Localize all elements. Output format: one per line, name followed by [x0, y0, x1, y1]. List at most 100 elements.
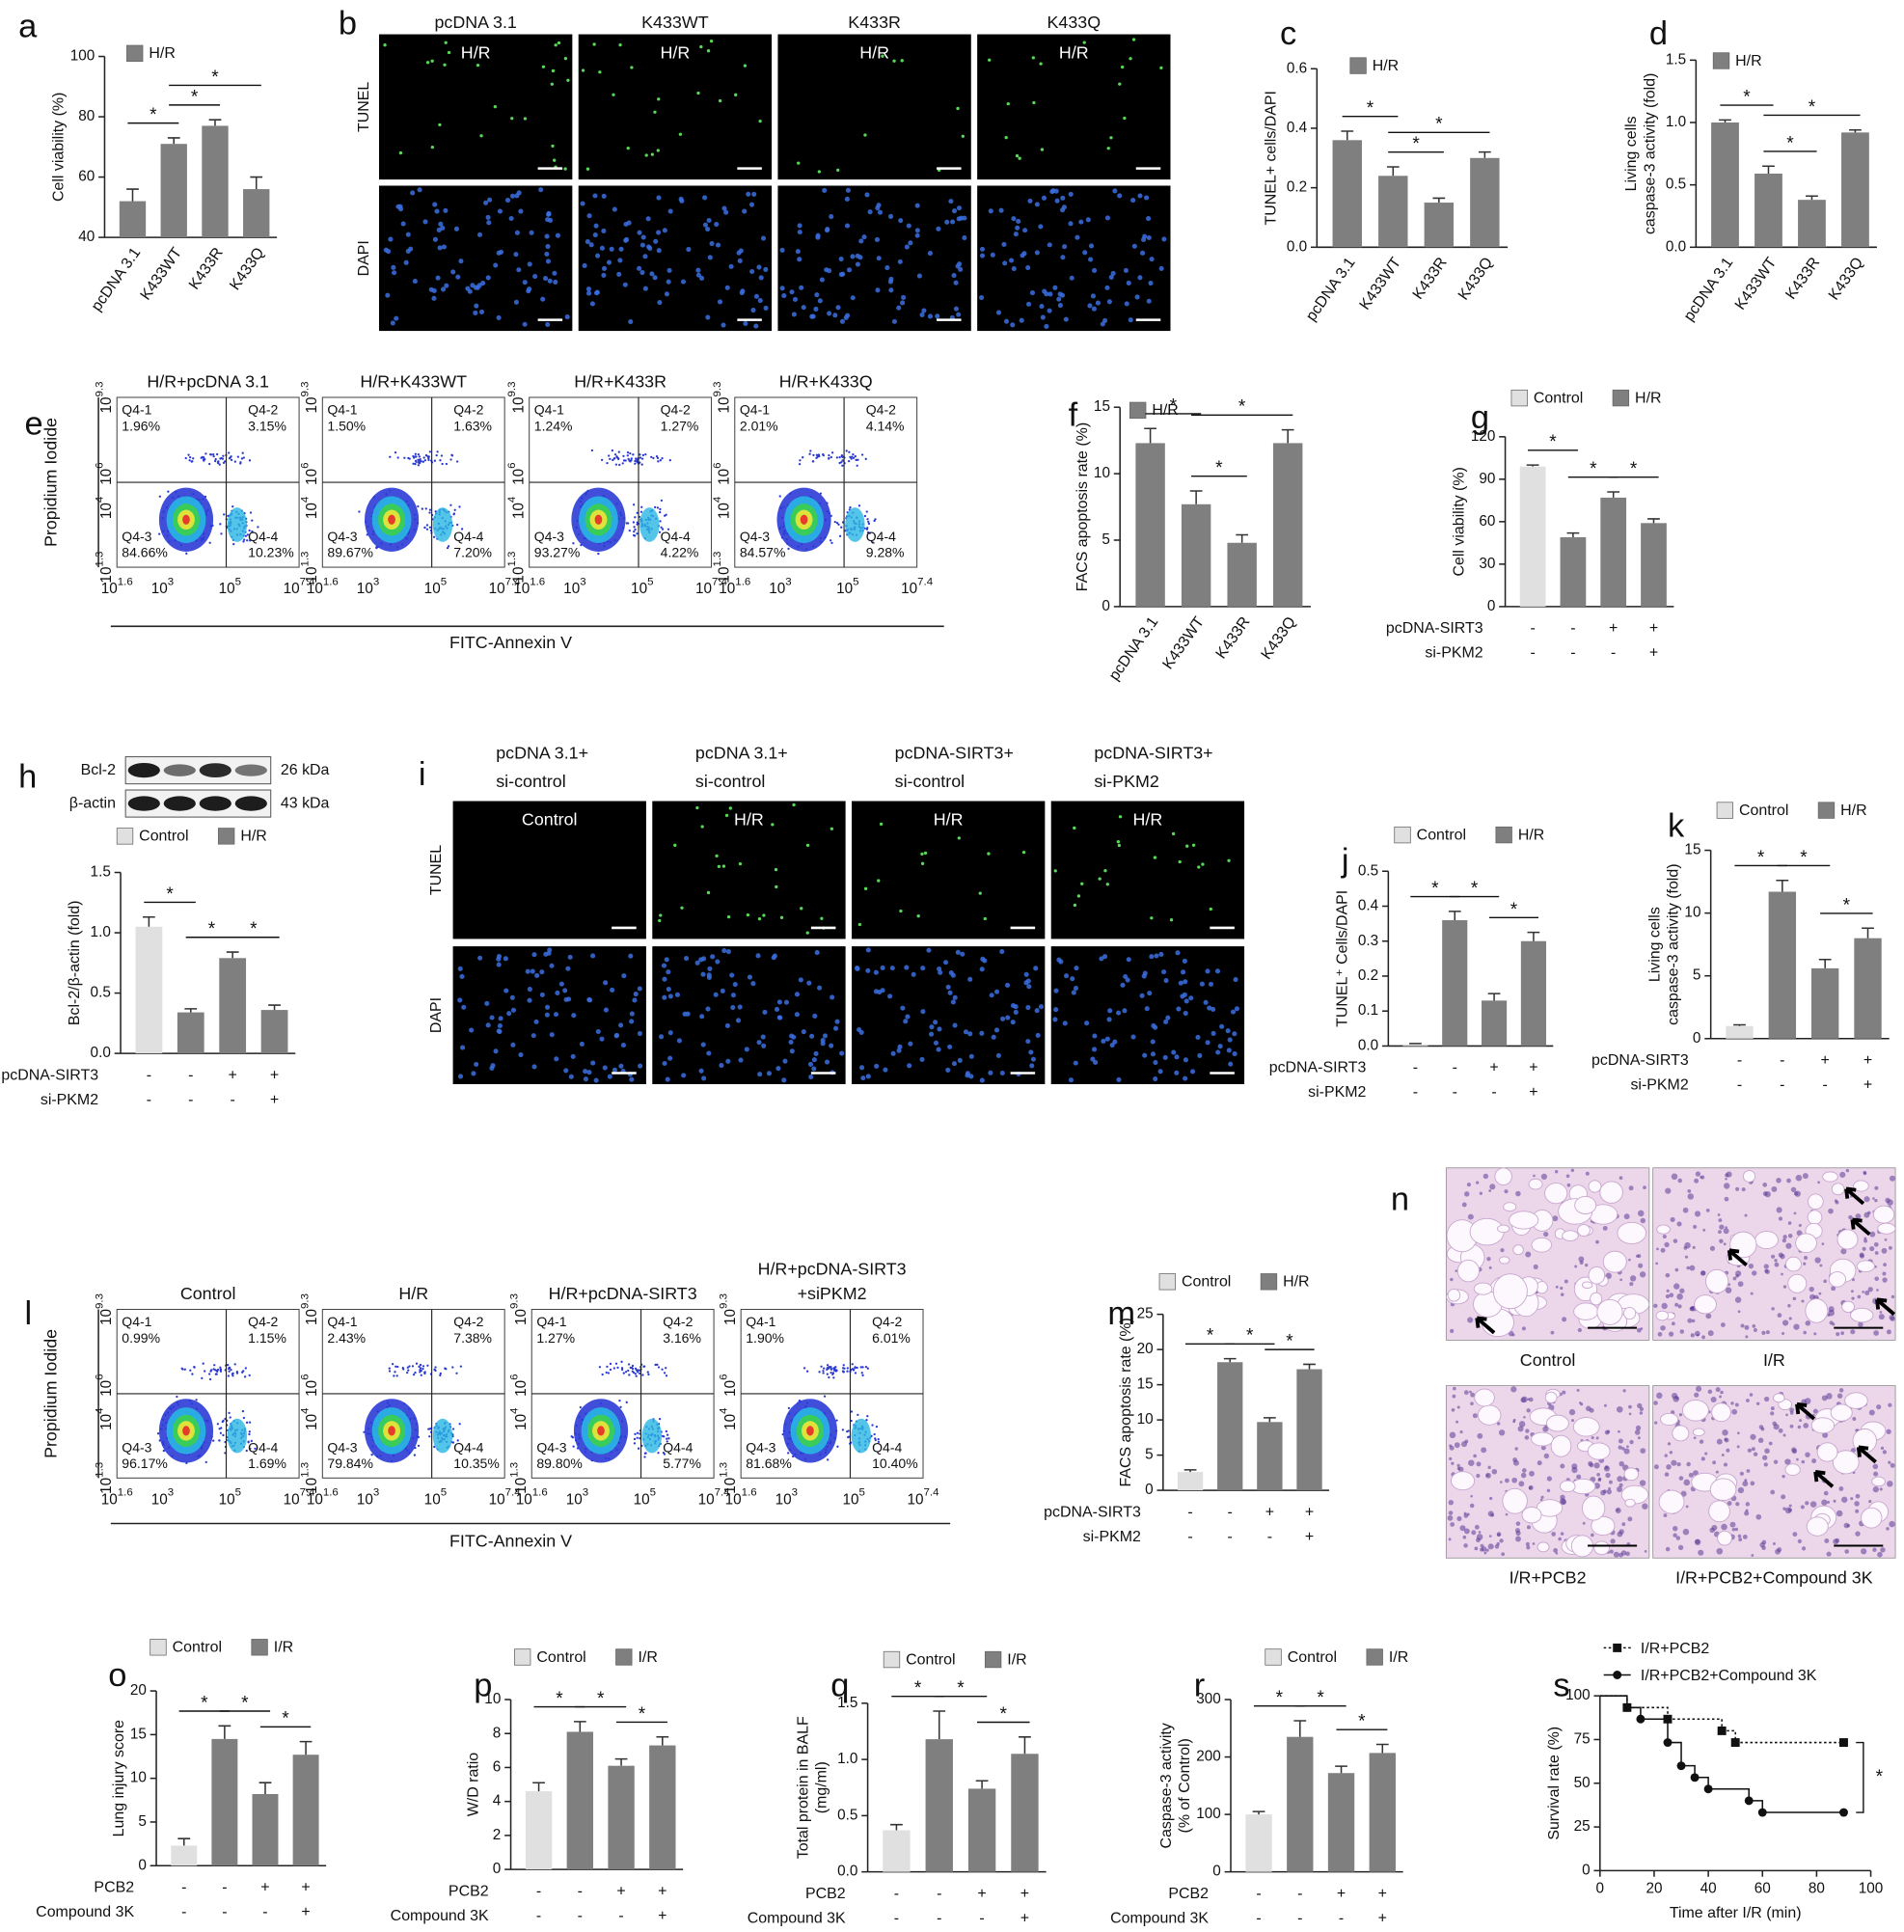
- condition-name: si-PKM2: [41, 1092, 98, 1108]
- stain-dot: [865, 1074, 871, 1079]
- nucleus: [1859, 1252, 1864, 1258]
- event-dot: [418, 461, 422, 465]
- event-dot: [787, 1452, 790, 1455]
- stain-dot: [592, 42, 596, 46]
- event-dot: [850, 457, 853, 460]
- stain-dot: [664, 291, 670, 297]
- event-dot: [625, 522, 629, 525]
- legend-swatch: [251, 1639, 268, 1656]
- nucleus: [1523, 1415, 1526, 1419]
- nucleus: [1623, 1213, 1630, 1220]
- alveolus: [1588, 1180, 1602, 1193]
- stain-dot: [440, 286, 447, 292]
- event-dot: [851, 1368, 855, 1371]
- x-axis-label: FITC-Annexin V: [449, 1531, 572, 1550]
- nucleus: [1577, 1327, 1582, 1333]
- alveolus: [1574, 1195, 1597, 1214]
- nucleus: [1669, 1293, 1674, 1298]
- stain-dot: [658, 918, 662, 923]
- nucleus: [1770, 1489, 1776, 1495]
- nucleus: [1560, 1494, 1565, 1500]
- stain-dot: [950, 219, 956, 225]
- condition-sign: -: [222, 1879, 227, 1895]
- stain-dot: [432, 202, 438, 207]
- stain-dot: [875, 205, 881, 211]
- event-dot: [425, 528, 429, 531]
- event-dot: [852, 452, 855, 456]
- event-dot: [228, 1411, 231, 1415]
- condition-name: PCB2: [449, 1883, 489, 1899]
- stain-dot: [1130, 198, 1136, 204]
- alveolus: [1473, 1282, 1493, 1295]
- stain-dot: [1158, 265, 1164, 271]
- error-bar: [1144, 427, 1156, 444]
- event-dot: [866, 1367, 869, 1370]
- event-dot: [216, 1370, 219, 1374]
- quadrant-value: 96.17%: [122, 1456, 168, 1471]
- tick-exp: 9.3: [299, 381, 311, 396]
- stain-dot: [1109, 136, 1113, 140]
- stain-dot: [1063, 316, 1069, 322]
- event-dot: [388, 1367, 391, 1370]
- nucleus: [1479, 1191, 1483, 1195]
- stain-dot: [1049, 189, 1055, 195]
- stain-dot: [640, 234, 646, 240]
- stain-dot: [919, 312, 925, 317]
- event-dot: [620, 1360, 623, 1363]
- stain-dot: [1125, 977, 1130, 983]
- x-tick-label: 101.6: [719, 576, 750, 597]
- x-tick-label: 107.4: [908, 1487, 940, 1509]
- stain-dot: [1102, 317, 1108, 324]
- stain-dot: [726, 914, 731, 919]
- nucleus: [1671, 1173, 1678, 1181]
- tick-exp: 5: [235, 576, 241, 587]
- nucleus: [1855, 1509, 1860, 1513]
- error-bar: [1733, 1023, 1746, 1026]
- event-dot: [227, 1374, 231, 1377]
- legend-swatch: [126, 44, 144, 63]
- event-dot: [190, 460, 193, 463]
- stain-dot: [1006, 101, 1010, 106]
- event-dot: [667, 1437, 670, 1440]
- stain-dot: [1013, 1009, 1019, 1016]
- nucleus: [1834, 1199, 1837, 1203]
- event-dot: [406, 1371, 409, 1374]
- event-dot: [820, 1365, 823, 1368]
- legend-marker: [1613, 1671, 1622, 1679]
- significance-label: *: [201, 1693, 208, 1713]
- tick-base: 10: [511, 503, 528, 519]
- event-dot: [830, 539, 832, 542]
- tick-exp: 3: [792, 1487, 798, 1499]
- stain-dot: [753, 293, 760, 299]
- stain-dot: [666, 279, 671, 285]
- condition-name: Compound 3K: [748, 1910, 846, 1926]
- stain-dot: [666, 969, 671, 975]
- event-dot: [388, 1370, 392, 1373]
- nucleus: [1526, 1408, 1531, 1413]
- bar: [135, 926, 163, 1054]
- y-tick-label: 100: [70, 48, 95, 65]
- alveolus: [1498, 1256, 1510, 1265]
- stain-dot: [1227, 858, 1231, 862]
- micrograph: [578, 185, 773, 332]
- event-dot: [659, 520, 662, 523]
- event-dot: [866, 518, 869, 521]
- condition-sign: -: [147, 1067, 151, 1083]
- x-tick-label: 101.6: [307, 576, 339, 597]
- nucleus: [1725, 1173, 1729, 1178]
- nucleus: [1888, 1460, 1891, 1464]
- stain-dot: [1150, 916, 1154, 920]
- stain-dot: [1085, 217, 1091, 223]
- stain-dot: [897, 259, 903, 264]
- nucleus: [1889, 1175, 1895, 1182]
- stain-dot: [998, 207, 1004, 213]
- stain-dot: [800, 907, 803, 911]
- nucleus: [1543, 1231, 1549, 1238]
- tick-base: 10: [357, 1491, 373, 1508]
- nucleus: [1634, 1429, 1641, 1435]
- event-dot: [665, 1367, 667, 1370]
- stain-dot: [968, 1053, 974, 1059]
- quadrant-name: Q4-3: [122, 529, 151, 544]
- nucleus: [1715, 1470, 1719, 1474]
